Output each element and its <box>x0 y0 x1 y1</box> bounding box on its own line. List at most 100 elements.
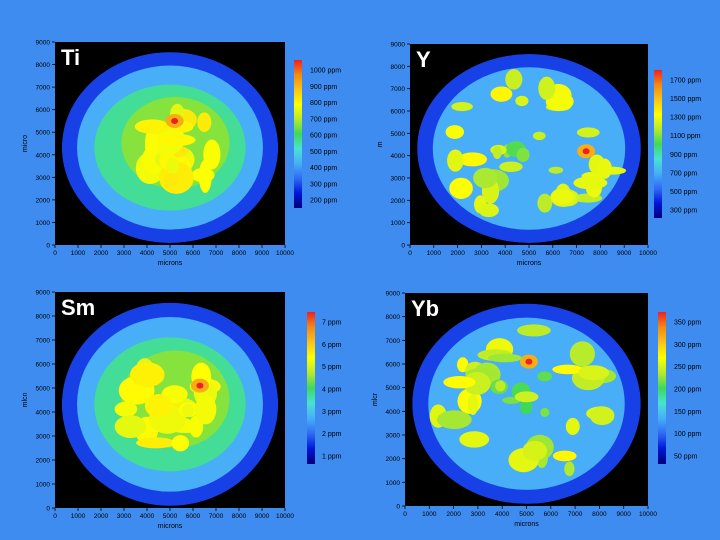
colorbar-label: 600 ppm <box>310 133 337 140</box>
colorbar-label: 1100 ppm <box>670 133 701 140</box>
panel-sm: Sm 0 1000 2000 3000 4000 5000 6000 7000 8000 9000 1… <box>22 290 342 531</box>
x-tick-label: 4000 <box>140 513 155 520</box>
x-tick-label: 9000 <box>616 511 631 518</box>
y-tick-label: 3000 <box>36 175 51 182</box>
x-tick-label: 5000 <box>163 250 178 257</box>
x-tick-label: 5000 <box>163 513 178 520</box>
panel-yb: Yb 0 1000 2000 3000 4000 5000 6000 7000 8000 9000 1… <box>372 291 701 529</box>
hotspot-core <box>582 148 590 155</box>
y-axis-label: mlcn <box>22 393 29 408</box>
y-tick-label: 9000 <box>36 40 51 47</box>
y-tick-label: 7000 <box>36 85 51 92</box>
x-axis-label: microns <box>514 521 539 528</box>
colorbar-label: 1500 ppm <box>670 96 701 103</box>
colorbar-label: 300 ppm <box>310 181 337 188</box>
x-tick-label: 1000 <box>427 250 442 257</box>
y-tick-label: 2000 <box>36 458 51 465</box>
colorbar-label: 700 ppm <box>670 170 697 177</box>
y-tick-label: 8000 <box>391 64 406 71</box>
y-tick-label: 6000 <box>391 109 406 116</box>
x-tick-label: 2000 <box>450 250 465 257</box>
colorbar-label: 300 ppm <box>674 342 701 349</box>
x-tick-label: 7000 <box>569 250 584 257</box>
colorbar-label: 900 ppm <box>670 152 697 159</box>
x-tick-label: 4000 <box>140 250 155 257</box>
x-tick-label: 0 <box>403 511 407 518</box>
x-tick-label: 2000 <box>446 511 461 518</box>
y-tick-label: 5000 <box>391 131 406 138</box>
y-tick-label: 4000 <box>391 153 406 160</box>
y-tick-label: 7000 <box>386 338 401 345</box>
y-tick-label: 0 <box>46 243 50 250</box>
colorbar-label: 100 ppm <box>674 431 701 438</box>
x-tick-label: 9000 <box>617 250 632 257</box>
x-tick-label: 1000 <box>71 513 86 520</box>
x-axis-label: microns <box>158 260 183 267</box>
colorbar-label: 200 ppm <box>310 198 337 205</box>
x-tick-label: 6000 <box>186 513 201 520</box>
colorbar <box>294 60 302 208</box>
x-tick-label: 10000 <box>276 513 294 520</box>
y-tick-label: 2000 <box>386 456 401 463</box>
y-tick-label: 2000 <box>36 197 51 204</box>
element-label: Y <box>416 47 431 72</box>
x-tick-label: 7000 <box>209 513 224 520</box>
x-tick-label: 8000 <box>593 250 608 257</box>
y-tick-label: 6000 <box>386 362 401 369</box>
x-tick-label: 4000 <box>498 250 513 257</box>
x-tick-label: 8000 <box>232 250 247 257</box>
x-tick-label: 3000 <box>474 250 489 257</box>
y-axis-label: mlcr <box>372 392 379 406</box>
x-tick-label: 6000 <box>186 250 201 257</box>
y-tick-label: 5000 <box>36 130 51 137</box>
x-tick-label: 6000 <box>546 250 561 257</box>
x-tick-label: 0 <box>408 250 412 257</box>
y-tick-label: 0 <box>396 504 400 511</box>
x-tick-label: 3000 <box>117 250 132 257</box>
grain-map <box>61 302 279 506</box>
x-tick-label: 2000 <box>94 513 109 520</box>
x-tick-label: 9000 <box>255 513 270 520</box>
y-axis-label: micro <box>22 135 29 152</box>
x-tick-label: 9000 <box>255 250 270 257</box>
y-tick-label: 4000 <box>36 410 51 417</box>
x-tick-label: 8000 <box>592 511 607 518</box>
element-label: Ti <box>61 45 80 70</box>
colorbar-label: 7 ppm <box>322 320 342 327</box>
colorbar-label: 5 ppm <box>322 364 342 371</box>
colorbar-label: 1 ppm <box>322 454 342 461</box>
colorbar <box>654 70 662 218</box>
x-tick-label: 7000 <box>568 511 583 518</box>
x-tick-label: 8000 <box>232 513 247 520</box>
grain-map <box>412 303 641 504</box>
y-tick-label: 9000 <box>36 290 51 297</box>
y-tick-label: 1000 <box>391 220 406 227</box>
x-tick-label: 10000 <box>639 511 657 518</box>
x-tick-label: 6000 <box>544 511 559 518</box>
y-tick-label: 0 <box>46 506 50 513</box>
colorbar-label: 900 ppm <box>310 84 337 91</box>
colorbar-label: 500 ppm <box>310 149 337 156</box>
y-tick-label: 3000 <box>36 434 51 441</box>
y-tick-label: 5000 <box>36 386 51 393</box>
element-label: Yb <box>411 296 439 321</box>
colorbar <box>658 312 666 464</box>
y-tick-label: 7000 <box>391 86 406 93</box>
colorbar-label: 250 ppm <box>674 364 701 371</box>
y-tick-label: 6000 <box>36 107 51 114</box>
element-label: Sm <box>61 295 95 320</box>
x-tick-label: 3000 <box>471 511 486 518</box>
x-tick-label: 1000 <box>71 250 86 257</box>
y-tick-label: 8000 <box>36 314 51 321</box>
colorbar-label: 1000 ppm <box>310 68 341 75</box>
colorbar-label: 1700 ppm <box>670 78 701 85</box>
y-tick-label: 2000 <box>391 198 406 205</box>
grain-map <box>417 54 641 243</box>
colorbar <box>307 312 315 464</box>
y-tick-label: 4000 <box>386 409 401 416</box>
x-tick-label: 0 <box>53 250 57 257</box>
y-tick-label: 7000 <box>36 338 51 345</box>
y-tick-label: 8000 <box>386 314 401 321</box>
x-tick-label: 10000 <box>276 250 294 257</box>
hotspot-core <box>171 117 179 124</box>
